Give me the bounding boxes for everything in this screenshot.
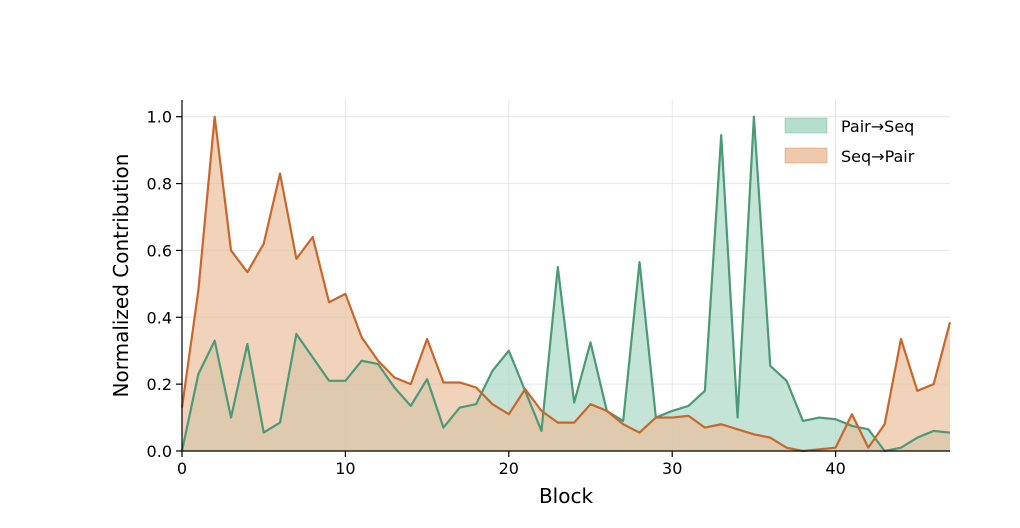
y-tick-label-0: 0.0 <box>147 442 172 461</box>
y-tick-label-2: 0.4 <box>147 308 172 327</box>
x-tick-label-1: 10 <box>335 459 355 478</box>
x-axis-ticks: 0 10 20 30 40 <box>177 451 846 478</box>
series-line-1 <box>180 115 952 453</box>
y-tick-label-3: 0.6 <box>147 241 172 260</box>
series-areas <box>180 115 952 453</box>
x-tick-label-2: 20 <box>499 459 519 478</box>
y-tick-label-4: 0.8 <box>147 175 172 194</box>
legend-swatch-1 <box>784 147 828 164</box>
axes <box>181 100 950 452</box>
legend-swatch-0 <box>784 117 828 134</box>
y-axis-ticks: 0.0 0.2 0.4 0.6 0.8 1.0 <box>147 108 182 461</box>
y-tick-label-1: 0.2 <box>147 375 172 394</box>
series-area-1 <box>182 116 950 452</box>
y-tick-label-5: 1.0 <box>147 108 172 127</box>
x-tick-label-4: 40 <box>825 459 845 478</box>
legend: Pair→Seq Seq→Pair <box>784 117 915 166</box>
x-tick-label-3: 30 <box>662 459 682 478</box>
legend-label-0: Pair→Seq <box>841 117 914 136</box>
series-line-0 <box>180 115 951 453</box>
x-tick-label-0: 0 <box>177 459 187 478</box>
legend-label-1: Seq→Pair <box>841 147 915 166</box>
x-axis-label: Block <box>539 484 594 508</box>
y-axis-label: Normalized Contribution <box>109 154 133 398</box>
